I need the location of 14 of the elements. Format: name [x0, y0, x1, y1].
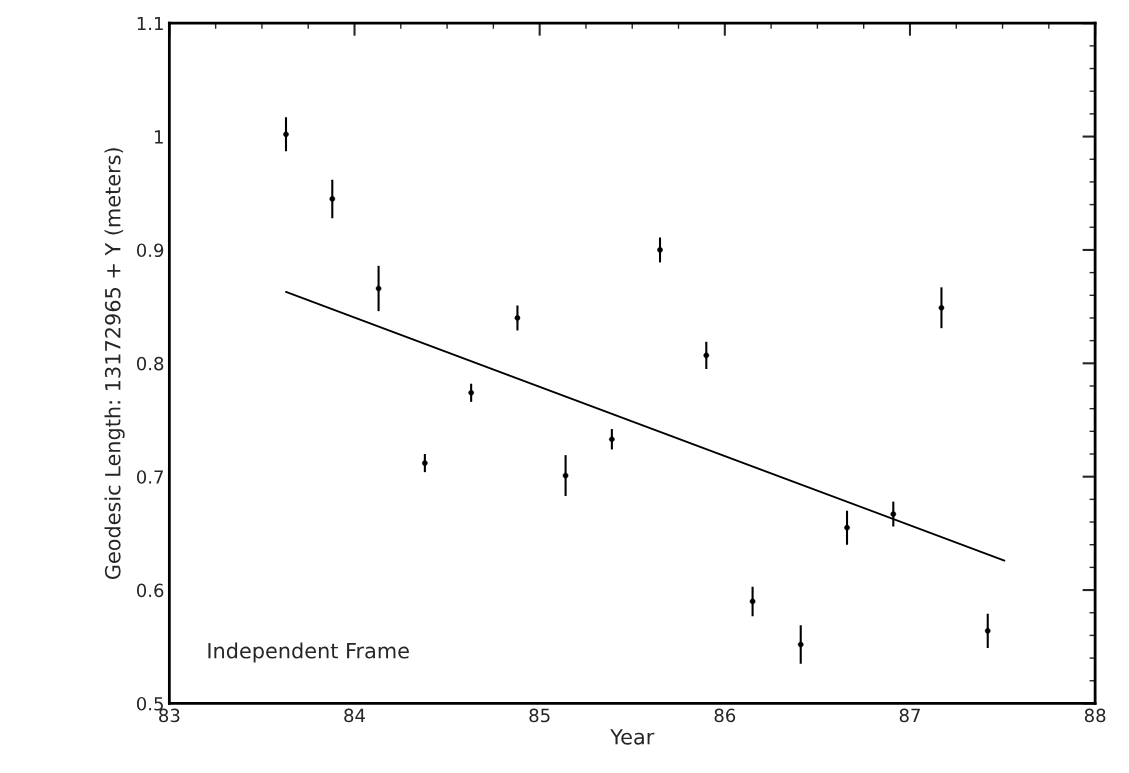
y-tick-label: 0.7: [136, 470, 163, 484]
y-tick-label: 0.6: [136, 583, 164, 598]
x-tick-label: 87: [899, 708, 920, 723]
x-axis-title: Year: [610, 729, 655, 745]
x-tick-label: 84: [344, 708, 365, 723]
y-tick-label: 1: [154, 130, 163, 144]
annotation: Independent Frame: [208, 642, 409, 663]
y-tick-label: 0.9: [136, 243, 164, 258]
y-axis-title: Geodesic Length: 13172965 + Y (meters): [104, 148, 125, 580]
x-tick-label: 86: [714, 708, 736, 723]
x-tick-label: 85: [529, 708, 550, 723]
y-tick-label: 0.8: [136, 356, 164, 371]
y-tick-label: 1.1: [137, 16, 163, 31]
x-tick-label: 88: [1084, 708, 1106, 723]
